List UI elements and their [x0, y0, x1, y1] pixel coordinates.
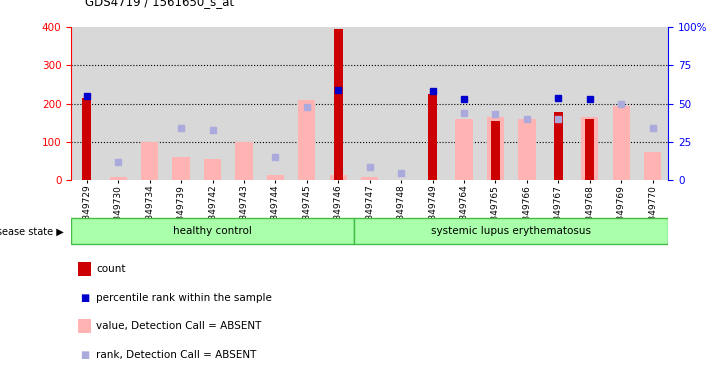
- Text: disease state ▶: disease state ▶: [0, 226, 64, 237]
- Bar: [455, 119, 473, 180]
- Bar: [428, 94, 437, 180]
- Text: value, Detection Call = ABSENT: value, Detection Call = ABSENT: [96, 321, 262, 331]
- Bar: [330, 175, 347, 180]
- Bar: [204, 159, 221, 180]
- Bar: [354, 218, 668, 244]
- Text: systemic lupus erythematosus: systemic lupus erythematosus: [431, 226, 591, 237]
- Bar: [334, 29, 343, 180]
- Text: rank, Detection Call = ABSENT: rank, Detection Call = ABSENT: [96, 350, 257, 360]
- Bar: [487, 117, 504, 180]
- Bar: [585, 119, 594, 180]
- Text: healthy control: healthy control: [173, 226, 252, 237]
- Bar: [644, 152, 661, 180]
- Bar: [141, 142, 159, 180]
- Bar: [554, 112, 562, 180]
- Bar: [491, 121, 500, 180]
- Bar: [173, 157, 190, 180]
- Text: count: count: [96, 264, 125, 274]
- Bar: [581, 117, 599, 180]
- Text: ■: ■: [80, 293, 90, 303]
- Bar: [109, 177, 127, 180]
- Bar: [613, 106, 630, 180]
- Bar: [298, 100, 316, 180]
- Bar: [361, 177, 378, 180]
- Bar: [82, 98, 91, 180]
- Bar: [71, 218, 354, 244]
- Text: percentile rank within the sample: percentile rank within the sample: [96, 293, 272, 303]
- Bar: [518, 119, 535, 180]
- Text: GDS4719 / 1561650_s_at: GDS4719 / 1561650_s_at: [85, 0, 235, 8]
- Bar: [267, 175, 284, 180]
- Bar: [235, 142, 252, 180]
- Text: ■: ■: [80, 350, 90, 360]
